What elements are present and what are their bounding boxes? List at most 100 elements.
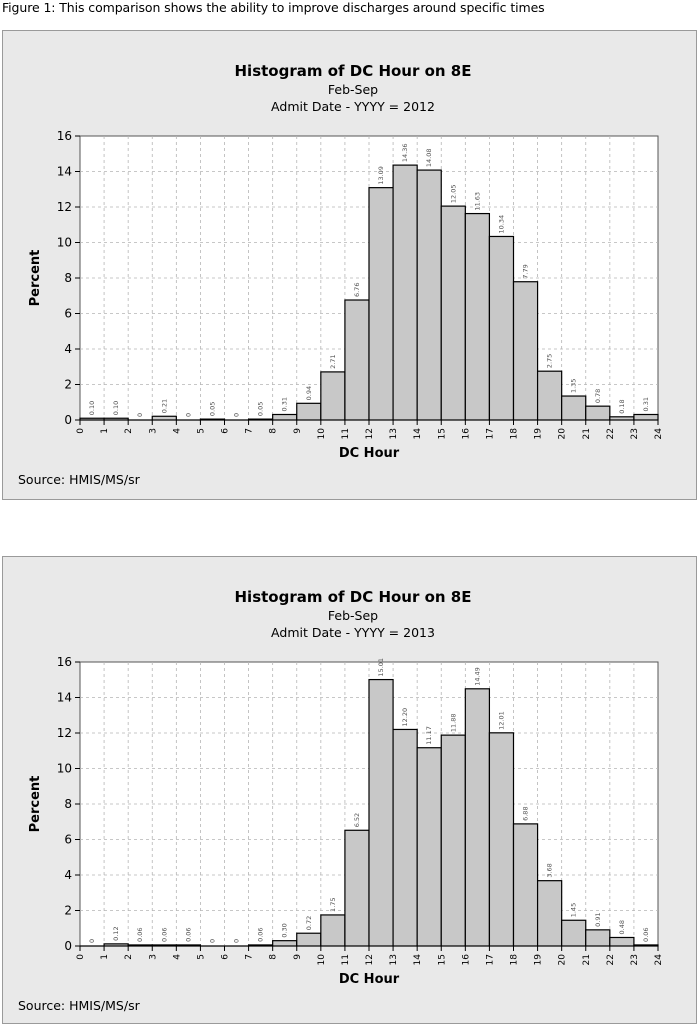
histogram-bar (585, 929, 611, 947)
x-tick-label: 2 (124, 428, 134, 434)
x-tick-label: 0 (76, 428, 86, 434)
histogram-bar (320, 371, 346, 421)
y-tick-label: 6 (64, 307, 72, 321)
histogram-bar (199, 418, 226, 421)
x-tick-label: 21 (582, 428, 592, 439)
data-label: 0.06 (160, 927, 168, 941)
x-tick-label: 9 (293, 428, 303, 434)
histogram-bar (368, 678, 394, 947)
source-note: Source: HMIS/MS/sr (18, 998, 141, 1013)
x-tick-label: 12 (365, 428, 375, 439)
y-tick-label: 4 (64, 868, 72, 882)
data-label: 11.17 (425, 726, 433, 745)
data-label: 0.12 (112, 926, 120, 940)
x-tick-label: 2 (124, 954, 134, 960)
source-note: Source: HMIS/MS/sr (18, 472, 141, 487)
data-label: 6.52 (353, 813, 361, 827)
x-tick-label: 17 (485, 954, 495, 965)
data-label: 0.91 (594, 912, 602, 926)
y-tick-label: 0 (64, 413, 72, 427)
histogram-bar (344, 299, 370, 421)
x-tick-label: 21 (582, 954, 592, 965)
histogram-bar (79, 417, 105, 421)
data-label: 0.06 (136, 927, 144, 941)
x-tick-label: 10 (317, 954, 327, 966)
y-tick-label: 10 (57, 236, 72, 250)
data-label: 0.21 (160, 399, 168, 413)
histogram-bar (488, 235, 515, 421)
histogram-panel-2012: Histogram of DC Hour on 8E Feb-Sep Admit D… (2, 30, 697, 500)
x-tick-label: 9 (293, 954, 303, 960)
histogram-bar (488, 732, 515, 947)
chart-title: Histogram of DC Hour on 8E (235, 588, 472, 606)
histogram-bar (464, 212, 491, 421)
data-label: 0.05 (257, 402, 265, 416)
x-tick-label: 6 (221, 428, 231, 434)
data-label: 7.79 (522, 264, 530, 278)
x-tick-label: 10 (317, 428, 327, 440)
data-label: 0 (88, 939, 96, 943)
x-tick-label: 16 (461, 428, 471, 440)
data-label: 0.06 (642, 927, 650, 941)
data-label: 2.71 (329, 354, 337, 368)
histogram-bar (392, 728, 418, 947)
data-label: 0.10 (88, 401, 96, 415)
data-label: 6.76 (353, 283, 361, 297)
histogram-bar (440, 205, 466, 421)
data-label: 1.35 (570, 379, 578, 393)
histogram-bar (392, 164, 418, 421)
histogram-bar (512, 823, 539, 947)
histogram-bar (175, 944, 202, 947)
x-tick-label: 16 (461, 954, 471, 966)
histogram-bar (561, 395, 587, 421)
histogram-panel-2013: Histogram of DC Hour on 8E Feb-Sep Admit D… (2, 556, 697, 1024)
data-label: 12.01 (497, 711, 505, 730)
x-tick-label: 4 (172, 954, 182, 960)
data-label: 0.72 (305, 916, 313, 930)
data-label: 3.68 (546, 863, 554, 877)
y-tick-label: 14 (57, 165, 72, 179)
data-label: 1.75 (329, 897, 337, 911)
x-axis-label: DC Hour (339, 446, 400, 461)
chart-subtitle-year: Admit Date - YYYY = 2013 (271, 625, 435, 640)
histogram-bar (272, 940, 298, 947)
data-label: 6.88 (522, 806, 530, 820)
histogram-bar (416, 747, 442, 947)
data-label: 0.05 (208, 402, 216, 416)
y-tick-label: 8 (64, 271, 72, 285)
histogram-bar (103, 943, 129, 947)
data-label: 10.34 (497, 215, 505, 234)
x-tick-label: 23 (630, 954, 640, 965)
histogram-bar (609, 416, 635, 421)
histogram-bar (440, 734, 466, 947)
x-tick-label: 6 (221, 954, 231, 960)
x-tick-label: 7 (245, 954, 255, 960)
data-label: 0.48 (618, 920, 626, 934)
x-tick-label: 1 (100, 954, 110, 960)
y-tick-label: 2 (64, 904, 72, 918)
histogram-bar (536, 880, 563, 947)
y-tick-label: 6 (64, 833, 72, 847)
x-tick-label: 13 (389, 428, 399, 439)
histogram-bar (633, 413, 659, 421)
y-tick-label: 12 (57, 200, 72, 214)
x-tick-label: 18 (510, 954, 520, 966)
histogram-bar (296, 402, 322, 421)
x-tick-label: 18 (510, 428, 520, 440)
x-tick-label: 4 (172, 428, 182, 434)
y-tick-label: 2 (64, 378, 72, 392)
histogram-bar (609, 936, 635, 947)
data-label: 0 (233, 413, 241, 417)
chart-subtitle: Feb-Sep (328, 82, 378, 97)
histogram-bar (368, 187, 394, 421)
x-tick-label: 20 (558, 954, 568, 966)
data-label: 11.88 (449, 714, 457, 733)
data-label: 1.45 (570, 903, 578, 917)
x-tick-label: 14 (413, 954, 423, 966)
x-tick-label: 11 (341, 954, 351, 965)
x-tick-label: 22 (606, 428, 616, 439)
x-tick-label: 5 (196, 954, 206, 960)
histogram-chart-2013: Histogram of DC Hour on 8E Feb-Sep Admit D… (18, 588, 664, 1013)
data-label: 15.01 (377, 658, 385, 677)
data-label: 0.31 (281, 397, 289, 411)
